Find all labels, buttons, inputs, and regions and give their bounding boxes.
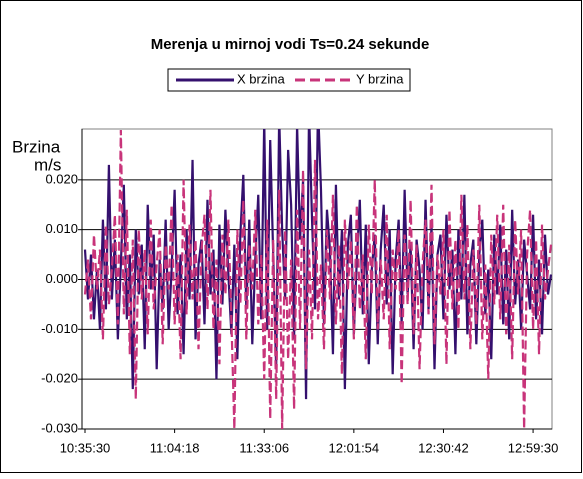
x-tick-label: 11:04:18 [150, 440, 200, 455]
x-tick-label: 10:35:30 [60, 440, 111, 455]
chart-title: Merenja u mirnoj vodi Ts=0.24 sekunde [151, 36, 430, 53]
y-axis-label: Brzina [12, 137, 61, 156]
x-tick-label: 11:33:06 [239, 440, 289, 455]
x-tick-label: 12:30:42 [418, 440, 469, 455]
y-axis-label: m/s [34, 155, 61, 174]
y-tick-label: 0.010 [45, 221, 78, 236]
plot-lines [83, 129, 553, 430]
x-tick-label: 12:59:30 [508, 440, 559, 455]
x-tick-label: 12:01:54 [329, 440, 380, 455]
data-line [83, 129, 553, 430]
y-tick-label: 0.000 [45, 271, 78, 286]
y-tick-label: -0.020 [41, 371, 78, 386]
legend-label: Y brzina [356, 71, 404, 86]
y-tick-label: -0.030 [41, 420, 78, 435]
y-tick-label: -0.010 [41, 321, 78, 336]
legend-label: X brzina [237, 71, 285, 86]
legend-box [167, 68, 411, 92]
y-tick-label: 0.020 [45, 171, 78, 186]
legend: X brzina Y brzina [167, 68, 411, 92]
